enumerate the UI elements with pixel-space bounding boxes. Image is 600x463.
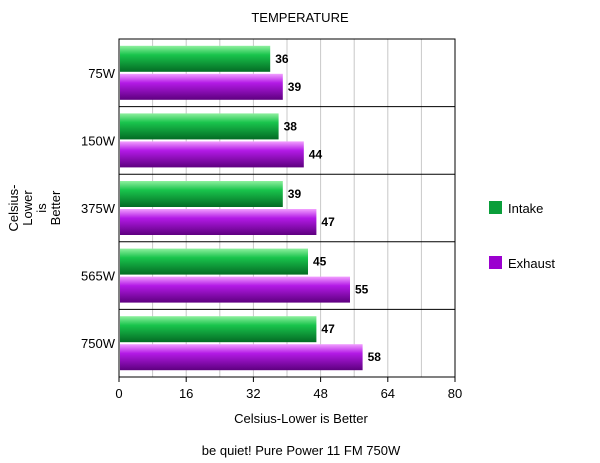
category-label: 150W — [81, 133, 116, 148]
data-label: 47 — [321, 322, 335, 336]
chart-subtitle: be quiet! Pure Power 11 FM 750W — [202, 443, 401, 458]
y-axis-label-line: Better — [48, 190, 63, 225]
data-label: 44 — [309, 147, 323, 161]
y-axis-label: Celsius- Lower is Better — [6, 185, 63, 232]
data-label: 39 — [288, 187, 302, 201]
bar-exhaust — [120, 344, 363, 371]
legend: Intake Exhaust — [489, 201, 555, 271]
y-axis-label-line: Celsius- — [6, 185, 21, 232]
data-label: 38 — [284, 119, 298, 133]
bars: 36 39 38 44 39 47 45 55 47 58 — [120, 45, 382, 371]
y-axis-label-line: Lower — [20, 190, 35, 226]
bar-intake — [120, 316, 317, 343]
category-label: 375W — [81, 201, 116, 216]
x-tick-label: 64 — [381, 386, 395, 401]
x-tick-label: 32 — [246, 386, 260, 401]
y-axis-label-line: is — [34, 203, 49, 213]
bar-exhaust — [120, 73, 283, 100]
bar-exhaust — [120, 209, 317, 235]
x-tick-label: 80 — [448, 386, 462, 401]
bar-exhaust — [120, 276, 350, 303]
bar-exhaust — [120, 141, 304, 168]
legend-swatch-exhaust — [489, 256, 502, 269]
x-tick-label: 48 — [313, 386, 327, 401]
bar-intake — [120, 248, 308, 275]
bar-intake — [120, 45, 271, 72]
x-tick-label: 16 — [179, 386, 193, 401]
x-tick-label: 0 — [115, 386, 122, 401]
category-label: 75W — [88, 66, 115, 81]
category-labels: 75W 150W 375W 565W 750W — [81, 66, 116, 351]
legend-label-exhaust: Exhaust — [508, 256, 555, 271]
chart-title: TEMPERATURE — [251, 10, 349, 25]
data-label: 55 — [355, 283, 369, 297]
bar-intake — [120, 181, 283, 207]
category-label: 565W — [81, 269, 116, 284]
category-label: 750W — [81, 336, 116, 351]
data-label: 39 — [288, 80, 302, 94]
plot-frame — [118, 38, 456, 378]
data-label: 45 — [313, 255, 327, 269]
x-axis-label: Celsius-Lower is Better — [234, 411, 368, 426]
bar-intake — [120, 113, 279, 140]
x-tick-labels: 0 16 32 48 64 80 — [115, 377, 462, 401]
legend-label-intake: Intake — [508, 201, 543, 216]
data-label: 58 — [368, 350, 382, 364]
legend-swatch-intake — [489, 201, 502, 214]
data-label: 47 — [321, 215, 335, 229]
data-label: 36 — [275, 52, 289, 66]
